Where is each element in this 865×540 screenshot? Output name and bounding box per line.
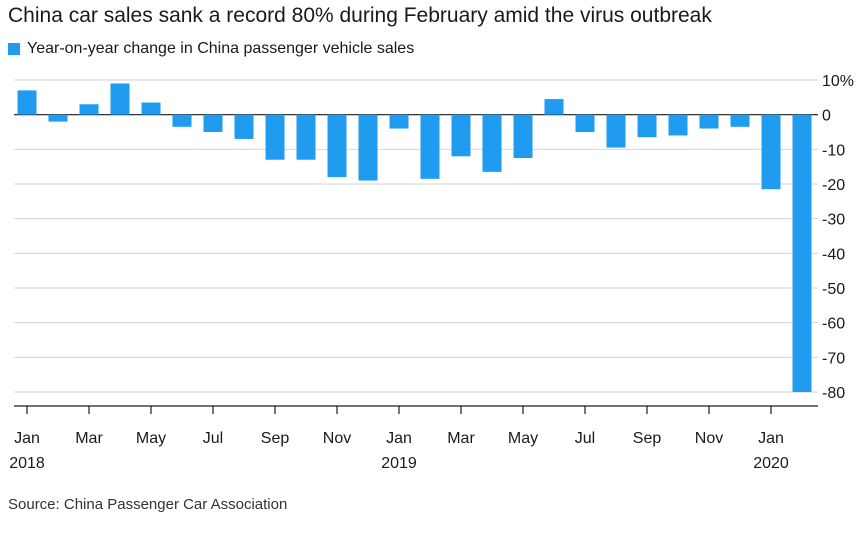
- x-tick-label: Mar: [75, 430, 103, 447]
- bar-feb-2018: [48, 114, 68, 122]
- x-year-label: 2020: [753, 455, 789, 472]
- bars: [17, 83, 812, 393]
- x-tick-label: Jan: [14, 430, 40, 447]
- bar-oct-2018: [296, 114, 316, 160]
- y-tick-label: 10%: [822, 73, 854, 90]
- y-tick-label: -30: [822, 212, 845, 229]
- bar-jul-2019: [575, 114, 595, 132]
- legend-swatch: [8, 43, 20, 55]
- bar-nov-2019: [699, 114, 719, 129]
- bar-mar-2018: [79, 104, 99, 115]
- bar-feb-2019: [420, 114, 440, 179]
- x-tick-label: May: [508, 430, 538, 447]
- bar-jan-2018: [17, 90, 37, 115]
- source-note: Source: China Passenger Car Association: [8, 496, 288, 513]
- x-tick-label: Mar: [447, 430, 475, 447]
- legend-label: Year-on-year change in China passenger v…: [27, 40, 415, 57]
- bar-jan-2020: [761, 114, 781, 190]
- x-year-label: 2018: [9, 455, 45, 472]
- y-tick-label: -50: [822, 281, 845, 298]
- bar-sep-2018: [265, 114, 285, 160]
- x-tick-label: Jul: [203, 430, 223, 447]
- x-axis: Jan 2018 Mar May Jul Sep Nov Jan 2019 Mar May Jul Se…: [9, 405, 818, 472]
- bar-mar-2019: [451, 114, 471, 157]
- bar-jun-2019: [544, 99, 564, 115]
- x-tick-label: Nov: [695, 430, 723, 447]
- x-tick-label: May: [136, 430, 166, 447]
- bar-jun-2018: [172, 114, 192, 127]
- x-tick-label: Jan: [386, 430, 412, 447]
- x-year-label: 2019: [381, 455, 417, 472]
- y-tick-label: -10: [822, 142, 845, 159]
- bar-may-2019: [513, 114, 533, 158]
- x-tick-label: Jul: [575, 430, 595, 447]
- x-tick-label: Sep: [633, 430, 662, 447]
- bar-nov-2018: [327, 114, 347, 178]
- y-tick-label: -60: [822, 316, 845, 333]
- bar-aug-2019: [606, 114, 626, 148]
- bar-dec-2019: [730, 114, 750, 127]
- bar-apr-2018: [110, 83, 130, 115]
- bar-dec-2018: [358, 114, 378, 181]
- chart-title: China car sales sank a record 80% during…: [8, 4, 712, 27]
- legend: Year-on-year change in China passenger v…: [8, 40, 414, 58]
- bar-oct-2019: [668, 114, 688, 136]
- y-tick-label: 0: [822, 108, 831, 125]
- x-tick-label: Sep: [261, 430, 290, 447]
- bar-aug-2018: [234, 114, 254, 139]
- y-tick-label: -80: [822, 385, 845, 402]
- grid-lines: [14, 79, 818, 393]
- bar-sep-2019: [637, 114, 657, 138]
- bar-jan-2019: [389, 114, 409, 129]
- bar-jul-2018: [203, 114, 223, 132]
- bar-feb-2020: [792, 114, 812, 393]
- x-tick-label: Jan: [758, 430, 784, 447]
- y-tick-label: -70: [822, 350, 845, 367]
- y-axis: 10% 0 -10 -20 -30 -40 -50 -60 -70 -80: [822, 73, 854, 402]
- y-tick-label: -40: [822, 246, 845, 263]
- bar-apr-2019: [482, 114, 502, 172]
- bar-may-2018: [141, 102, 161, 115]
- x-tick-label: Nov: [323, 430, 351, 447]
- y-tick-label: -20: [822, 177, 845, 194]
